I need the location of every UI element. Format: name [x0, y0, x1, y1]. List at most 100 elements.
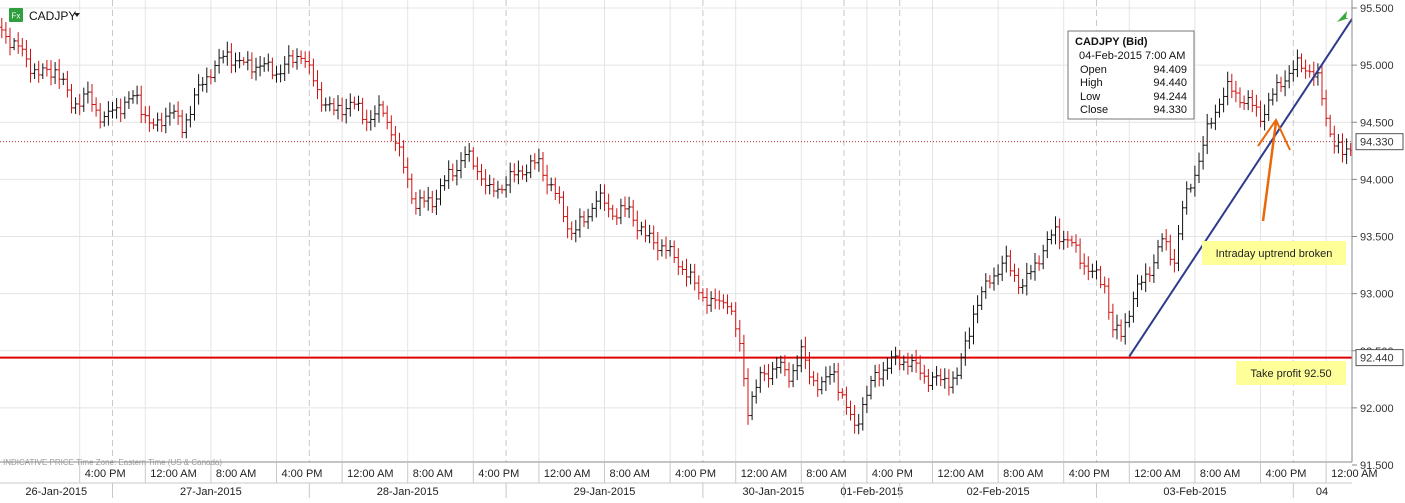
x-tick-label: 4:00 PM [872, 468, 913, 480]
tooltip-close-label: Close [1080, 104, 1108, 116]
ohlc-bar [1156, 239, 1160, 269]
ohlc-bar [557, 186, 562, 204]
ohlc-bar [504, 176, 509, 198]
ohlc-bar [8, 27, 12, 56]
ohlc-bar [32, 63, 37, 80]
ohlc-bar [204, 67, 209, 93]
ohlc-bar [118, 98, 123, 123]
ohlc-bar [1065, 231, 1070, 248]
ohlc-bar [1250, 90, 1255, 113]
ohlc-bar [188, 106, 193, 128]
ohlc-bar [1045, 231, 1050, 259]
ohlc-bar [487, 174, 492, 195]
ohlc-bar [167, 102, 172, 126]
ohlc-bar [467, 143, 472, 162]
ohlc-bar [877, 364, 882, 387]
ohlc-bar [1110, 303, 1115, 338]
ohlc-bar [360, 97, 365, 125]
x-tick-label: 8:00 AM [1003, 468, 1043, 480]
ohlc-bar [1037, 255, 1042, 271]
ohlc-bar [955, 367, 960, 386]
ohlc-bar [897, 349, 902, 371]
symbol-label[interactable]: CADJPY [29, 9, 76, 23]
ohlc-bar [282, 56, 287, 81]
ohlc-bar [582, 211, 586, 228]
ohlc-bar [208, 69, 213, 85]
ohlc-bar [200, 77, 205, 92]
ohlc-bar [778, 355, 783, 374]
ohlc-bar [245, 51, 250, 71]
ohlc-bar [996, 264, 1001, 285]
ohlc-bar [791, 364, 796, 388]
ohlc-bar [1008, 249, 1013, 277]
ohlc-bar [1082, 253, 1087, 275]
ohlc-bar [299, 50, 304, 64]
chevron-down-icon[interactable] [74, 13, 80, 17]
ohlc-bar [114, 98, 119, 119]
ohlc-tooltip: CADJPY (Bid) 04-Feb-2015 7:00 AM Open 94… [1067, 30, 1195, 120]
x-tick-label: 4:00 PM [675, 468, 716, 480]
ohlc-bar [1102, 276, 1107, 294]
annotation-take-profit: Take profit 92.50 [1236, 361, 1346, 385]
ohlc-bar [40, 63, 45, 80]
ohlc-bar [237, 52, 242, 69]
ohlc-bar [352, 96, 357, 110]
ohlc-bar [266, 53, 271, 72]
ohlc-bar [1164, 228, 1169, 251]
ohlc-bar [1295, 49, 1300, 78]
x-tick-label: 8:00 AM [413, 468, 453, 480]
ohlc-bar [1209, 117, 1214, 129]
ohlc-bar [709, 291, 714, 312]
scroll-arrow-icon[interactable] [1337, 11, 1349, 22]
ohlc-bar [319, 82, 324, 112]
ohlc-bar [930, 371, 935, 391]
ohlc-bar [98, 103, 103, 129]
ohlc-bar [729, 302, 734, 316]
ohlc-bar [610, 204, 615, 220]
ohlc-bar [836, 362, 841, 401]
ohlc-bar [1217, 98, 1222, 118]
ohlc-bar [815, 372, 820, 397]
x-date-label: 30-Jan-2015 [743, 486, 805, 498]
ohlc-bar [233, 52, 238, 73]
ohlc-bar [147, 105, 152, 132]
ohlc-bar [94, 97, 99, 117]
ohlc-bar [774, 357, 779, 379]
ohlc-bar [155, 112, 160, 132]
y-axis-panel [1352, 0, 1405, 462]
ohlc-bar [959, 353, 964, 380]
ohlc-bar [1106, 277, 1111, 320]
y-tick-label: 94.500 [1360, 117, 1394, 129]
ohlc-bar [873, 364, 878, 388]
y-tick-label: 93.500 [1360, 232, 1394, 244]
ohlc-bar [77, 93, 82, 116]
ohlc-bar [44, 59, 49, 77]
ohlc-bar [561, 191, 566, 223]
levels-layer [0, 141, 1352, 359]
last-price-tag [1355, 133, 1404, 151]
ohlc-bar [295, 48, 299, 70]
ohlc-bar [180, 109, 185, 139]
ohlc-bar [213, 60, 217, 83]
x-tick-label: 12:00 AM [1331, 468, 1377, 480]
ohlc-bar [327, 96, 332, 112]
ohlc-bar [1016, 268, 1021, 295]
ohlc-bar [1033, 253, 1037, 281]
ohlc-bar [389, 115, 394, 142]
ohlc-bar [454, 159, 459, 186]
ohlc-bar [254, 57, 258, 81]
ohlc-bar [348, 93, 353, 117]
ohlc-bar [594, 191, 599, 218]
ohlc-bar [1074, 234, 1078, 253]
ohlc-bar [491, 177, 496, 197]
x-tick-label: 8:00 AM [806, 468, 846, 480]
ohlc-bar [606, 193, 611, 218]
ohlc-bar [1315, 63, 1320, 86]
ohlc-bar [1303, 59, 1308, 79]
ohlc-bar [520, 165, 525, 180]
ohlc-bar [1172, 248, 1177, 273]
ohlc-bar [631, 199, 636, 227]
ohlc-bar [659, 239, 664, 257]
ohlc-bar [553, 177, 558, 201]
